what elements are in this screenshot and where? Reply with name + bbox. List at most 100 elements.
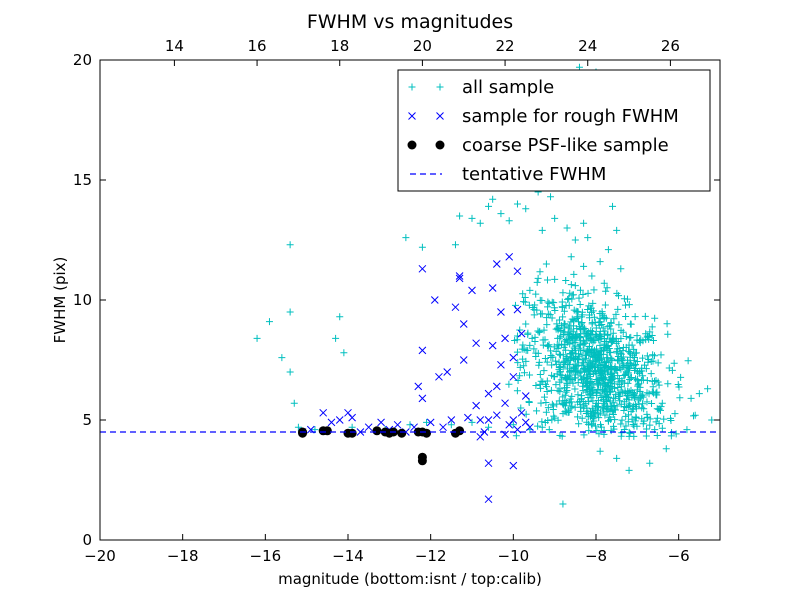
- data-point: [633, 349, 641, 357]
- data-point: [484, 389, 493, 398]
- data-point: [630, 432, 638, 440]
- data-point: [417, 456, 427, 466]
- data-point: [625, 359, 633, 367]
- data-point: [577, 368, 585, 376]
- data-point: [485, 423, 493, 431]
- data-point: [635, 400, 643, 408]
- data-point: [585, 314, 593, 322]
- data-point: [658, 424, 666, 432]
- legend-label: coarse PSF-like sample: [462, 135, 669, 156]
- data-point: [455, 274, 464, 283]
- data-point: [617, 383, 625, 391]
- data-point: [553, 341, 561, 349]
- data-point: [620, 406, 628, 414]
- data-point: [603, 331, 611, 339]
- data-point: [691, 411, 699, 419]
- data-point: [335, 416, 344, 424]
- data-point: [608, 363, 616, 371]
- data-point: [574, 391, 582, 399]
- data-point: [611, 416, 619, 424]
- data-point: [608, 407, 616, 415]
- legend-swatch: [435, 140, 445, 150]
- data-point: [630, 345, 638, 353]
- data-point: [516, 363, 524, 371]
- chart-title: FWHM vs magnitudes: [307, 11, 513, 33]
- data-point: [545, 341, 553, 349]
- data-point: [587, 337, 595, 345]
- data-point: [601, 301, 609, 309]
- data-point: [497, 210, 505, 218]
- data-point: [377, 418, 385, 427]
- data-point: [537, 310, 545, 318]
- data-point: [663, 320, 671, 328]
- data-point: [615, 389, 623, 397]
- data-point: [588, 421, 596, 429]
- data-point: [571, 332, 579, 340]
- data-point: [565, 294, 573, 302]
- data-point: [574, 398, 582, 406]
- data-point: [634, 382, 642, 390]
- data-point: [574, 318, 582, 326]
- data-point: [628, 415, 636, 423]
- data-point: [253, 334, 261, 342]
- data-point: [548, 416, 556, 424]
- data-point: [518, 345, 526, 353]
- data-point: [639, 354, 647, 362]
- data-point: [549, 406, 557, 414]
- data-point: [286, 308, 294, 316]
- data-point: [622, 312, 630, 320]
- data-point: [563, 384, 571, 392]
- y-axis-label: FWHM (pix): [51, 257, 69, 344]
- data-point: [534, 422, 542, 430]
- data-point: [544, 342, 552, 350]
- data-point: [485, 202, 493, 210]
- data-point: [588, 331, 596, 339]
- data-point: [538, 226, 546, 234]
- data-point: [617, 420, 625, 428]
- data-point: [622, 333, 630, 341]
- data-point: [426, 418, 435, 427]
- data-point: [578, 359, 586, 367]
- data-point: [535, 358, 543, 366]
- data-point: [643, 398, 651, 406]
- data-point: [519, 341, 527, 349]
- top-tick-label: 14: [165, 37, 184, 55]
- data-point: [653, 414, 661, 422]
- data-point: [619, 347, 627, 355]
- data-point: [611, 363, 619, 371]
- data-point: [550, 412, 558, 420]
- data-point: [517, 408, 526, 417]
- data-point: [604, 342, 612, 350]
- data-point: [562, 346, 570, 354]
- data-point: [652, 377, 660, 385]
- data-point: [646, 328, 654, 336]
- data-point: [578, 414, 586, 422]
- data-point: [548, 400, 556, 408]
- data-point: [613, 402, 621, 410]
- data-point: [577, 392, 585, 400]
- data-point: [655, 381, 663, 389]
- data-point: [584, 289, 592, 297]
- data-point: [576, 324, 584, 332]
- data-point: [517, 404, 525, 412]
- data-point: [555, 341, 563, 349]
- data-point: [636, 388, 644, 396]
- data-point: [562, 276, 570, 284]
- data-point: [548, 361, 556, 369]
- data-point: [555, 324, 563, 332]
- data-point: [567, 350, 575, 358]
- series-1: [298, 252, 534, 504]
- data-point: [402, 234, 410, 242]
- data-point: [643, 377, 651, 385]
- data-point: [588, 319, 596, 327]
- data-point: [610, 369, 618, 377]
- data-point: [648, 400, 656, 408]
- data-point: [657, 351, 665, 359]
- x-tick-label: −6: [668, 547, 690, 565]
- data-point: [581, 366, 589, 374]
- data-point: [655, 405, 663, 413]
- data-point: [537, 384, 545, 392]
- y-tick-label: 15: [73, 171, 92, 189]
- data-point: [587, 420, 595, 428]
- data-point: [560, 307, 568, 315]
